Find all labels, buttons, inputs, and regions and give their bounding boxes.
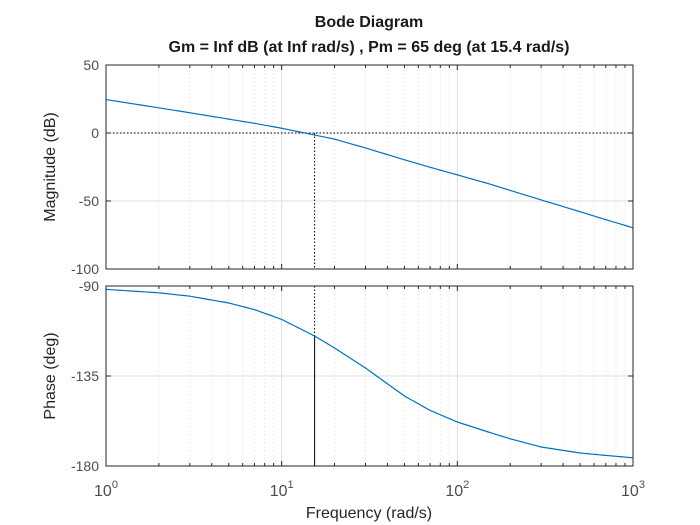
- y-tick-label: -90: [79, 278, 99, 294]
- tick-labels: 50 0 -50 -100-90 -135 -180 100 101 102 103: [71, 57, 645, 500]
- x-tick-label: 103: [621, 479, 645, 500]
- y-tick-label: -100: [71, 261, 99, 277]
- data-lines: [105, 98, 634, 459]
- chart-title: Bode Diagram: [315, 14, 423, 31]
- magnitude-axes-box: [105, 64, 634, 270]
- x-tick-label: 101: [270, 479, 294, 500]
- axes-frames: [105, 64, 634, 467]
- y-tick-label: 50: [83, 57, 99, 73]
- y-tick-label: -180: [71, 458, 99, 474]
- phase-curve: [105, 288, 634, 459]
- x-axis-label: Frequency (rad/s): [306, 505, 432, 522]
- y-tick-label: 0: [91, 125, 99, 141]
- y-tick-label: -50: [79, 193, 99, 209]
- grid-layer: [106, 65, 633, 466]
- magnitude-curve: [105, 98, 634, 229]
- chart-subtitle: Gm = Inf dB (at Inf rad/s) , Pm = 65 deg…: [169, 39, 570, 56]
- x-tick-label: 100: [94, 479, 118, 500]
- x-tick-label: 102: [445, 479, 469, 500]
- phase-axes-box: [105, 285, 634, 467]
- y-tick-label: -135: [71, 368, 99, 384]
- y-axis-label-phase: Phase (deg): [42, 332, 59, 419]
- y-axis-label-magnitude: Magnitude (dB): [42, 112, 59, 221]
